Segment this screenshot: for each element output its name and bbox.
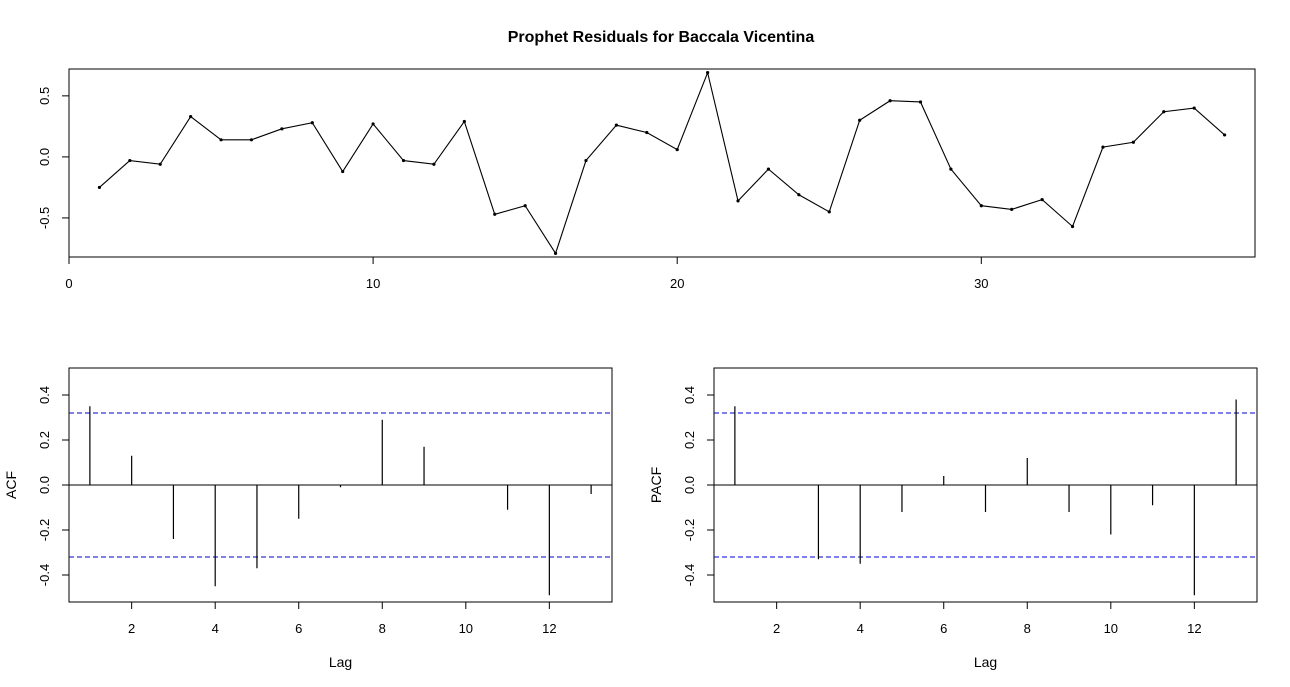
y-tick-label: -0.4 [682,564,697,586]
residual-point [1070,224,1075,229]
residual-point [1192,106,1196,110]
residual-point [1222,133,1227,137]
residual-point [401,158,406,163]
y-tick-label: 0.2 [682,431,697,449]
residual-point [553,251,558,255]
residual-point [888,99,892,103]
residual-point [675,147,679,152]
acf-panel: 2 4 6 8 10 12 -0.4 -0.2 0.0 0.2 0.4 Lag ACF [3,367,613,670]
y-axis-title: PACF [648,467,664,503]
x-tick-label: 12 [1187,621,1201,636]
residual-point [827,210,831,214]
residual-point [462,119,466,124]
y-tick-label: 0.0 [682,476,697,494]
residual-point [1010,207,1014,211]
residual-point [979,204,983,208]
residual-point [1162,110,1166,114]
residual-point [766,167,771,171]
x-tick-label: 2 [773,621,780,636]
x-tick-label: 4 [212,621,219,636]
residual-point [310,121,314,125]
residual-point [493,212,497,216]
residual-point [1101,145,1105,149]
residual-point [341,169,345,174]
plot-frame [68,68,1256,258]
residual-point [645,130,649,135]
chart-title: Prophet Residuals for Baccala Vicentina [508,29,815,46]
x-tick-label: 30 [974,276,988,291]
residual-point [706,71,710,75]
y-tick-label: -0.2 [682,519,697,541]
y-tick-label: -0.4 [37,564,52,586]
x-tick-label: 8 [379,621,386,636]
residuals-panel: 0 10 20 30 -0.5 0.0 0.5 [37,68,1256,291]
residual-point [371,122,375,126]
residual-point [249,138,254,142]
x-axis-title: Lag [974,654,997,670]
residual-point [128,158,132,163]
residual-point [797,193,801,197]
residual-point [1131,140,1135,144]
x-tick-label: 20 [670,276,684,291]
residual-point [1040,198,1044,202]
residual-point [614,123,618,127]
y-tick-label: 0.4 [682,386,697,404]
x-tick-label: 6 [295,621,302,636]
residual-point [918,100,923,104]
y-tick-label: 0.2 [37,431,52,449]
x-tick-label: 10 [1104,621,1118,636]
residual-series-line [99,70,1225,255]
residual-point [858,118,862,122]
x-tick-label: 10 [459,621,473,636]
residual-point [523,204,527,208]
y-tick-label: 0.0 [37,476,52,494]
x-tick-label: 8 [1024,621,1031,636]
y-axis-title: ACF [3,471,19,499]
y-tick-label: -0.5 [37,207,52,229]
pacf-panel: 2 4 6 8 10 12 -0.4 -0.2 0.0 0.2 0.4 Lag PACF [648,367,1258,670]
y-tick-label: 0.5 [37,87,52,105]
residual-point [280,127,284,131]
x-tick-label: 4 [857,621,864,636]
residual-point [189,115,193,119]
x-tick-label: 6 [940,621,947,636]
residual-point [219,138,223,142]
residual-point [97,185,102,190]
y-tick-label: 0.0 [37,148,52,166]
x-tick-label: 10 [366,276,380,291]
residual-point [949,167,953,171]
residual-point [158,162,162,166]
x-tick-label: 12 [542,621,556,636]
x-tick-label: 2 [128,621,135,636]
y-tick-label: -0.2 [37,519,52,541]
residual-point [584,158,588,163]
x-axis-title: Lag [329,654,352,670]
residual-point [736,199,740,203]
x-tick-label: 0 [65,276,72,291]
y-tick-label: 0.4 [37,386,52,404]
residual-point [432,162,436,166]
